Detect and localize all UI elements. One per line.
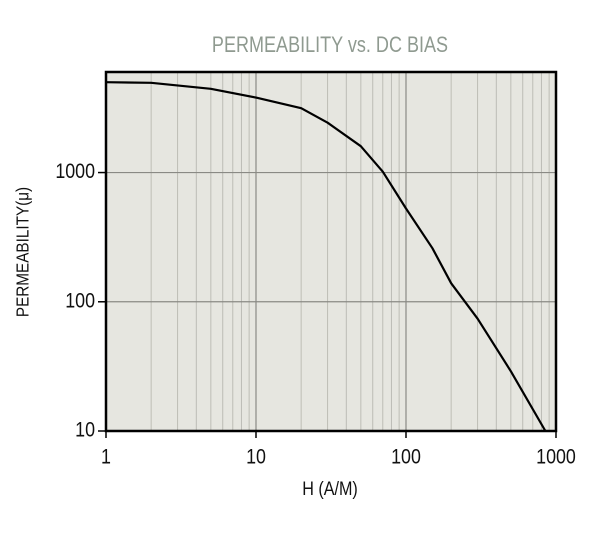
y-tick-label: 100	[65, 289, 95, 313]
x-tick-label: 10	[246, 445, 266, 469]
plot-frame	[104, 70, 558, 433]
y-tick-label: 10	[75, 418, 95, 442]
chart-title: PERMEABILITY vs. DC BIAS	[212, 33, 448, 57]
curve	[105, 81, 547, 432]
plot-area	[106, 72, 556, 431]
x-axis-label: H (A/M)	[302, 478, 358, 500]
x-tick-label: 1	[101, 445, 111, 469]
x-tick-label: 100	[391, 445, 421, 469]
x-tick-label: 1000	[536, 445, 576, 469]
y-tick-label: 1000	[55, 160, 95, 184]
y-axis-label: PERMEABILITY(μ)	[13, 187, 33, 317]
